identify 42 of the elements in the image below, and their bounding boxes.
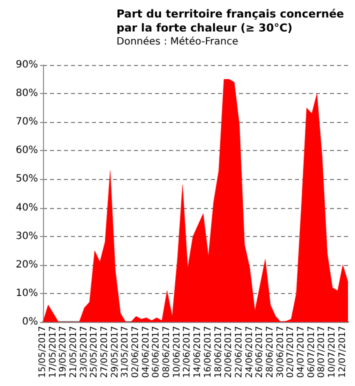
x-tick-label: 21/05/2017: [69, 326, 80, 378]
x-tick-label: 22/06/2017: [234, 326, 244, 378]
x-tick-label: 16/06/2017: [203, 326, 214, 378]
x-tick-label: 19/05/2017: [58, 326, 69, 378]
x-tick-label: 10/07/2017: [327, 326, 338, 378]
y-tick-label: 60%: [16, 145, 38, 156]
x-tick-label: 12/06/2017: [182, 326, 193, 378]
x-tick-label: 02/06/2017: [131, 326, 142, 378]
x-tick-label: 27/05/2017: [100, 326, 110, 378]
y-tick-label: 20%: [16, 259, 38, 270]
x-tick-label: 15/05/2017: [38, 326, 48, 378]
x-tick-label: 08/06/2017: [162, 326, 172, 378]
x-tick-label: 04/06/2017: [141, 326, 152, 378]
x-tick-label: 24/06/2017: [244, 326, 255, 378]
x-tick-label: 02/07/2017: [286, 326, 296, 378]
x-tick-label: 25/05/2017: [90, 326, 100, 378]
x-tick-label: 30/06/2017: [276, 326, 286, 378]
y-tick-label: 10%: [16, 288, 38, 299]
x-tick-label: 31/05/2017: [120, 326, 131, 378]
x-tick-label: 26/06/2017: [255, 326, 266, 378]
y-tick-label: 50%: [16, 174, 38, 185]
x-tick-label: 10/06/2017: [172, 326, 182, 378]
x-tick-label: 23/05/2017: [79, 326, 90, 378]
y-tick-label: 30%: [16, 230, 38, 242]
x-tick-label: 20/06/2017: [224, 326, 234, 378]
x-tick-label: 28/06/2017: [265, 326, 276, 378]
x-tick-label: 18/06/2017: [214, 326, 224, 378]
x-tick-label: 29/05/2017: [110, 326, 120, 378]
x-tick-label: 17/05/2017: [48, 326, 58, 378]
y-tick-label: 70%: [16, 116, 38, 128]
y-tick-label: 80%: [16, 88, 38, 100]
chart-subtitle: Données : Météo-France: [116, 36, 238, 48]
y-tick-label: 90%: [16, 60, 38, 70]
x-tick-label: 06/06/2017: [152, 326, 162, 378]
x-tick-label: 12/07/2017: [338, 326, 348, 378]
x-tick-label: 06/07/2017: [306, 326, 317, 378]
x-tick-label: 04/07/2017: [296, 326, 306, 378]
y-tick-label: 40%: [16, 202, 38, 214]
chart-title: Part du territoire français concernée par la forte chaleur (≥ 30°C): [116, 8, 344, 34]
x-tick-label: 14/06/2017: [193, 326, 204, 378]
y-tick-label: 0%: [22, 316, 38, 328]
x-tick-label: 08/07/2017: [317, 326, 328, 378]
